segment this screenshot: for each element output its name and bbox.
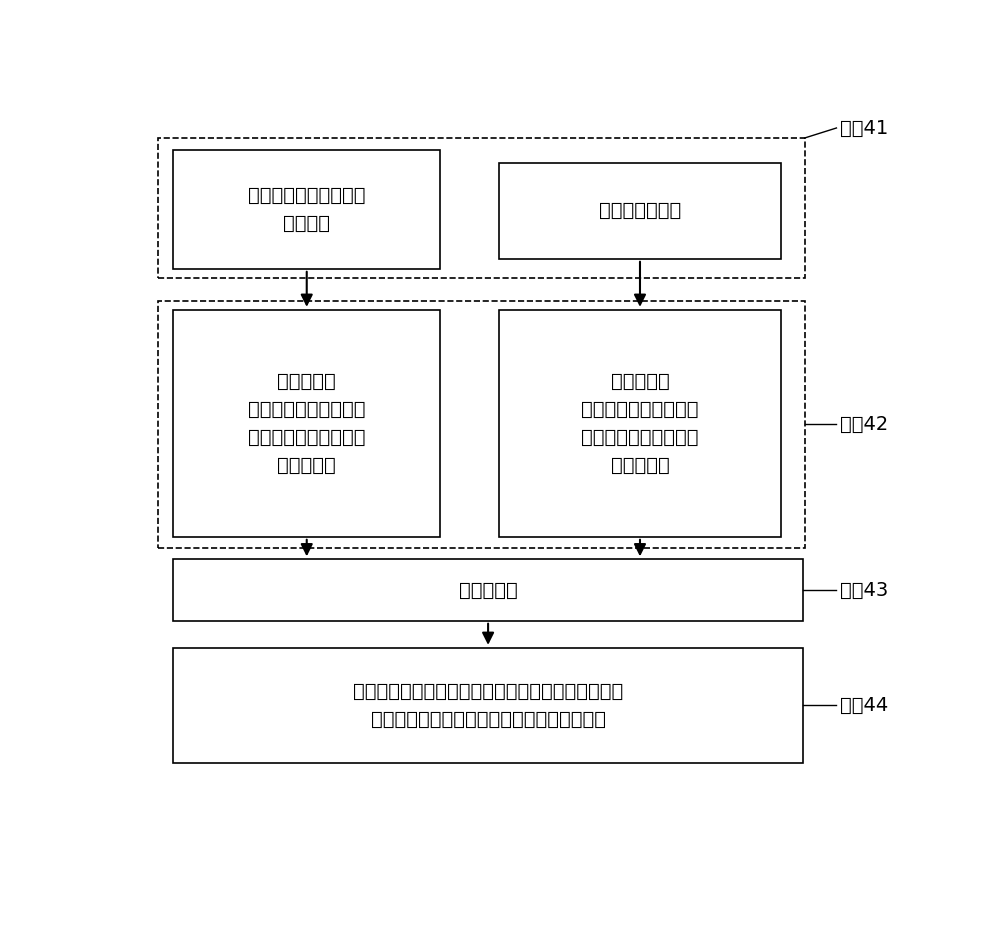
Text: 步骤44: 步骤44 <box>840 696 888 715</box>
Text: 含有动车组撒沙管的无
噪声图像: 含有动车组撒沙管的无 噪声图像 <box>248 185 365 233</box>
Text: 步骤41: 步骤41 <box>840 119 888 138</box>
Bar <box>158 138 805 278</box>
Text: 撒沙管模板图像: 撒沙管模板图像 <box>599 202 681 221</box>
Text: 得到匹配矩阵，由匹配矩阵计算待识别图像中撒沙管
接头位置，根据所述位置得到撒沙管接头图像: 得到匹配矩阵，由匹配矩阵计算待识别图像中撒沙管 接头位置，根据所述位置得到撒沙管… <box>353 682 623 729</box>
Text: 步骤43: 步骤43 <box>840 580 888 599</box>
Bar <box>173 559 803 621</box>
Bar <box>173 648 803 764</box>
Bar <box>158 301 805 548</box>
Bar <box>499 163 781 259</box>
Text: 步骤42: 步骤42 <box>840 415 888 434</box>
Text: 梯度处理、
拉普拉斯变换和小波变
换，从变换后的图像上
提取特征点: 梯度处理、 拉普拉斯变换和小波变 换，从变换后的图像上 提取特征点 <box>248 372 365 475</box>
Bar <box>173 310 440 537</box>
Bar <box>173 149 440 269</box>
Text: 特征点匹配: 特征点匹配 <box>459 580 517 599</box>
Text: 梯度处理、
拉普拉斯变换和小波变
换，从变换后的图像上
提取特征点: 梯度处理、 拉普拉斯变换和小波变 换，从变换后的图像上 提取特征点 <box>581 372 699 475</box>
Bar <box>499 310 781 537</box>
